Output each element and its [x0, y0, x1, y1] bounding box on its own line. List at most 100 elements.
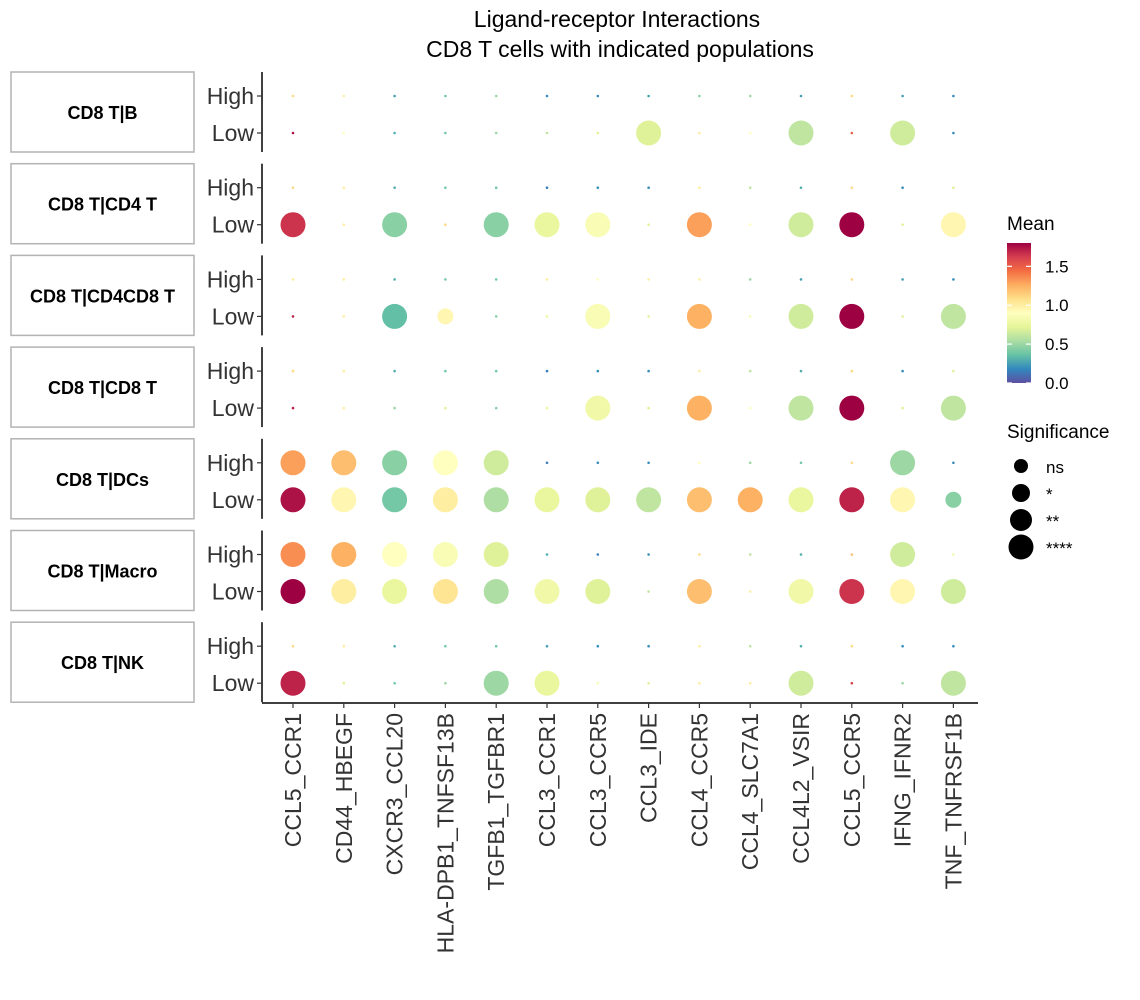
strip-box: [10, 71, 195, 153]
x-tick-label-tnf-tnfrsf1b: TNF_TNFRSF1B: [940, 713, 966, 889]
dot-cd8-t-cd4-t-low-cd44-hbegf: [342, 223, 346, 226]
strip-box: [10, 346, 195, 428]
dot-cd8-t-cd4-t-high-ccl3-ccr5: [596, 186, 600, 189]
dot-cd8-t-cd4cd8-t-high-tnf-tnfrsf1b: [952, 278, 955, 281]
dot-cd8-t-cd8-t-high-ccl4-slc7a1: [748, 369, 752, 373]
dot-cd8-t-macro-low-ccl4-ccr5: [686, 579, 712, 604]
panel-cd8-t-cd4cd8-t: CD8 T|CD4CD8 T High Low: [10, 254, 966, 337]
dot-cd8-t-b-high-ccl4l2-vsir: [799, 94, 803, 98]
dot-cd8-t-nk-high-hla-dpb1-tnfsf13b: [444, 644, 447, 648]
dot-cd8-t-nk-low-ccl4l2-vsir: [788, 670, 814, 696]
dot-cd8-t-cd8-t-low-tnf-tnfrsf1b: [940, 395, 966, 421]
dot-cd8-t-dcs-high-ccl3-ccr1: [545, 461, 549, 465]
y-tick-label-low: Low: [212, 579, 255, 605]
strip-label: CD8 T|Macro: [47, 562, 157, 582]
strip-box: [10, 438, 195, 520]
x-tick-label-ccl4-slc7a1: CCL4_SLC7A1: [737, 713, 763, 870]
dot-cd8-t-macro-high-tgfb1-tgfbr1: [483, 542, 509, 567]
dot-cd8-t-cd4cd8-t-high-ccl4l2-vsir: [799, 278, 803, 281]
dot-cd8-t-cd4cd8-t-low-ccl3-ccr1: [545, 315, 549, 318]
x-tick-label-ccl3-ccr5: CCL3_CCR5: [585, 713, 611, 847]
dot-cd8-t-cd4-t-low-tgfb1-tgfbr1: [483, 212, 509, 238]
dot-cd8-t-macro-high-ccl3-ccr1: [545, 553, 549, 556]
dot-cd8-t-nk-high-ccl5-ccr1: [291, 644, 295, 648]
dot-cd8-t-nk-high-ccl3-ccr1: [545, 644, 549, 648]
dot-cd8-t-b-high-ccl5-ccr5: [850, 94, 854, 98]
y-tick-label-high: High: [207, 542, 254, 568]
dot-cd8-t-cd8-t-low-ccl3-ide: [647, 406, 650, 410]
y-tick-label-high: High: [207, 633, 254, 659]
dot-cd8-t-macro-low-tgfb1-tgfbr1: [483, 579, 509, 604]
y-tick-label-low: Low: [212, 212, 255, 238]
x-tick-label-cxcr3-ccl20: CXCR3_CCL20: [382, 713, 408, 875]
strip-label: CD8 T|CD4 T: [48, 195, 157, 215]
strip-label: CD8 T|DCs: [56, 470, 149, 490]
x-tick-label-ifng-ifnr2: IFNG_IFNR2: [890, 713, 916, 847]
dot-cd8-t-nk-low-ccl5-ccr5: [850, 681, 854, 685]
dot-cd8-t-b-high-cd44-hbegf: [342, 94, 346, 98]
dot-cd8-t-dcs-low-ccl4l2-vsir: [788, 487, 814, 513]
dot-cd8-t-dcs-high-ccl4-ccr5: [698, 461, 701, 465]
dot-cd8-t-nk-low-ccl3-ide: [647, 681, 650, 685]
dot-cd8-t-dcs-high-tgfb1-tgfbr1: [483, 450, 509, 476]
panel-cd8-t-cd4-t: CD8 T|CD4 T High Low: [10, 162, 966, 245]
dot-cd8-t-cd8-t-low-ccl3-ccr1: [545, 406, 549, 410]
dot-cd8-t-cd4-t-low-ccl3-ccr1: [534, 212, 560, 238]
dot-cd8-t-macro-high-ccl4-ccr5: [698, 553, 701, 556]
dot-cd8-t-b-high-tnf-tnfrsf1b: [952, 94, 955, 98]
dot-cd8-t-cd4cd8-t-low-ccl3-ide: [647, 315, 650, 318]
dot-cd8-t-nk-low-ccl5-ccr1: [280, 670, 306, 696]
size-legend-dot: [1014, 459, 1028, 473]
dot-cd8-t-nk-low-tgfb1-tgfbr1: [483, 670, 509, 696]
dot-cd8-t-cd4-t-low-ccl5-ccr1: [280, 212, 306, 238]
dot-cd8-t-b-high-hla-dpb1-tnfsf13b: [444, 94, 447, 98]
dot-cd8-t-cd4-t-high-ccl5-ccr1: [291, 186, 295, 189]
dot-cd8-t-cd4-t-high-cd44-hbegf: [342, 186, 346, 189]
dot-cd8-t-cd8-t-high-ccl5-ccr5: [850, 369, 854, 373]
size-legend-dot: [1008, 534, 1034, 560]
x-tick-label-ccl5-ccr1: CCL5_CCR1: [280, 713, 306, 847]
chart-title: Ligand-receptor Interactions: [474, 6, 760, 32]
panel-cd8-t-dcs: CD8 T|DCs High Low: [10, 438, 962, 520]
dot-cd8-t-dcs-high-ccl4l2-vsir: [799, 461, 803, 465]
dot-cd8-t-cd8-t-low-cxcr3-ccl20: [393, 406, 396, 410]
dot-cd8-t-nk-high-ccl4-ccr5: [698, 644, 701, 648]
dot-cd8-t-macro-high-ccl5-ccr1: [280, 542, 306, 567]
dot-cd8-t-nk-high-tnf-tnfrsf1b: [952, 644, 955, 648]
y-tick-label-high: High: [207, 450, 254, 476]
dot-cd8-t-b-low-tgfb1-tgfbr1: [494, 131, 498, 135]
dot-cd8-t-cd4-t-high-ifng-ifnr2: [901, 186, 904, 189]
dot-cd8-t-b-high-ccl5-ccr1: [291, 94, 295, 98]
dot-cd8-t-dcs-high-ifng-ifnr2: [890, 450, 916, 476]
dot-cd8-t-macro-low-ccl3-ccr5: [585, 579, 611, 604]
dot-cd8-t-cd4cd8-t-low-ccl4l2-vsir: [788, 303, 814, 329]
dot-cd8-t-b-high-ccl3-ide: [647, 94, 650, 98]
dot-cd8-t-macro-low-ccl5-ccr1: [280, 579, 306, 604]
dot-cd8-t-cd8-t-high-cd44-hbegf: [342, 369, 346, 373]
dot-cd8-t-macro-high-tnf-tnfrsf1b: [952, 553, 955, 556]
dot-cd8-t-cd4-t-high-hla-dpb1-tnfsf13b: [444, 186, 447, 189]
dot-cd8-t-cd4-t-low-ccl4l2-vsir: [788, 212, 814, 238]
dot-cd8-t-cd8-t-high-ccl3-ide: [647, 369, 650, 373]
colorbar-label: 0.0: [1045, 374, 1069, 393]
strip-label: CD8 T|B: [67, 103, 137, 123]
dot-cd8-t-cd4-t-high-ccl4-slc7a1: [748, 186, 752, 189]
dot-cd8-t-b-low-ccl4-ccr5: [698, 131, 701, 135]
dot-cd8-t-cd4-t-low-tnf-tnfrsf1b: [940, 212, 966, 238]
y-tick-label-low: Low: [212, 395, 255, 421]
dot-cd8-t-nk-low-ccl3-ccr1: [534, 670, 560, 696]
dot-cd8-t-cd4-t-low-ccl4-ccr5: [686, 212, 712, 238]
dot-cd8-t-dcs-low-ccl4-slc7a1: [737, 487, 763, 513]
dot-cd8-t-cd8-t-low-ccl4-slc7a1: [748, 406, 752, 410]
dot-cd8-t-macro-high-ccl4l2-vsir: [799, 553, 803, 556]
x-tick-label-tgfb1-tgfbr1: TGFB1_TGFBR1: [483, 713, 509, 891]
x-tick-label-hla-dpb1-tnfsf13b: HLA-DPB1_TNFSF13B: [432, 713, 458, 953]
dot-cd8-t-cd4-t-low-ccl5-ccr5: [839, 212, 865, 238]
dot-cd8-t-cd4cd8-t-low-cd44-hbegf: [342, 315, 346, 318]
dot-cd8-t-dcs-low-ccl3-ccr5: [585, 487, 611, 513]
y-tick-label-high: High: [207, 83, 254, 109]
dot-cd8-t-cd4-t-high-tnf-tnfrsf1b: [952, 186, 955, 189]
dot-cd8-t-cd8-t-low-ifng-ifnr2: [901, 406, 904, 410]
